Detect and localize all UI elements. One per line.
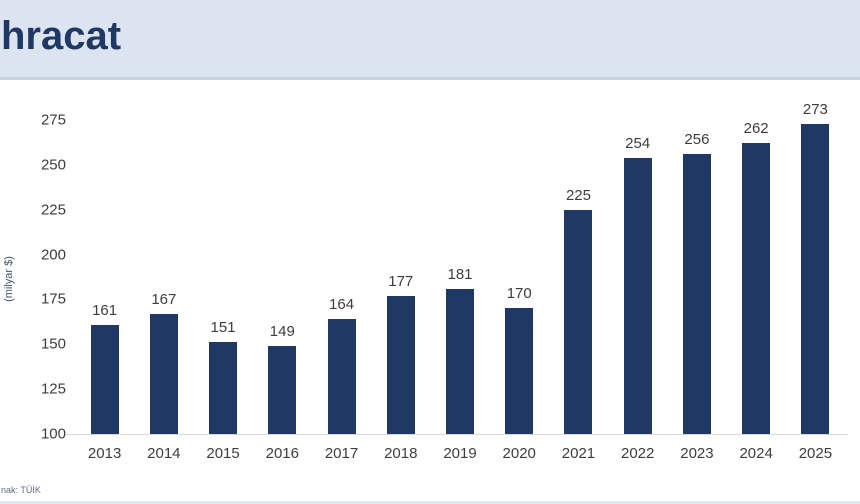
- bar-2017: [327, 319, 356, 434]
- x-axis-line: [66, 434, 848, 435]
- bar-value-label: 225: [565, 186, 591, 204]
- bar-2014: [149, 313, 178, 434]
- bar-2018: [386, 295, 415, 434]
- bar-value-label: 149: [269, 323, 295, 341]
- bar-2024: [742, 143, 771, 434]
- bar-value-label: 167: [151, 290, 177, 308]
- x-axis-tick: 2015: [206, 445, 240, 462]
- bar-value-label: 151: [210, 319, 236, 337]
- bar-value-label: 164: [329, 296, 355, 314]
- bar-2025: [801, 123, 830, 434]
- y-axis-tick: 200: [40, 246, 66, 264]
- bar-value-label: 181: [447, 265, 473, 283]
- bar-value-label: 262: [743, 120, 769, 138]
- bar-2020: [505, 308, 534, 434]
- x-axis-tick: 2019: [443, 445, 477, 462]
- bar-2019: [446, 288, 474, 434]
- bar-2015: [209, 342, 238, 434]
- source-note: nak: TÜİK: [1, 485, 41, 495]
- bar-value-label: 161: [92, 301, 118, 319]
- x-axis-tick: 2023: [680, 445, 714, 462]
- bar-value-label: 254: [625, 134, 651, 152]
- bar-value-label: 256: [684, 131, 710, 149]
- bar-value-label: 273: [802, 100, 828, 118]
- x-axis-tick: 2014: [147, 445, 181, 462]
- y-axis-label: (milyar $): [3, 256, 15, 302]
- x-axis-tick: 2013: [87, 445, 122, 462]
- page-title: hracat: [1, 14, 122, 58]
- x-axis-tick: 2020: [502, 445, 536, 462]
- x-axis-tick: 2025: [798, 445, 833, 462]
- bar-2023: [682, 154, 711, 434]
- bar-2021: [564, 209, 593, 434]
- x-axis-tick: 2022: [621, 445, 655, 462]
- bar-2022: [623, 157, 652, 434]
- bar-value-label: 170: [506, 285, 532, 303]
- y-axis-tick: 100: [40, 425, 66, 443]
- y-axis-tick: 125: [40, 380, 66, 398]
- y-axis-tick: 175: [40, 290, 66, 308]
- bar-2013: [90, 324, 119, 434]
- x-axis-tick: 2016: [265, 445, 299, 462]
- bar-chart: (milyar $) 100 125 150 175 200 225 250 275 161 20…: [0, 83, 860, 483]
- x-axis-tick: 2024: [739, 445, 773, 462]
- y-axis-tick: 225: [40, 201, 66, 219]
- bottom-edge-line: [0, 501, 860, 504]
- y-axis-tick: 250: [40, 156, 66, 174]
- bar-value-label: 177: [388, 272, 414, 290]
- x-axis-tick: 2018: [384, 445, 418, 462]
- bar-2016: [268, 346, 297, 434]
- x-axis-tick: 2017: [324, 445, 359, 462]
- header: hracat: [0, 0, 860, 80]
- y-axis-tick: 150: [40, 335, 66, 353]
- x-axis-tick: 2021: [561, 445, 596, 462]
- y-axis-tick: 275: [40, 111, 66, 129]
